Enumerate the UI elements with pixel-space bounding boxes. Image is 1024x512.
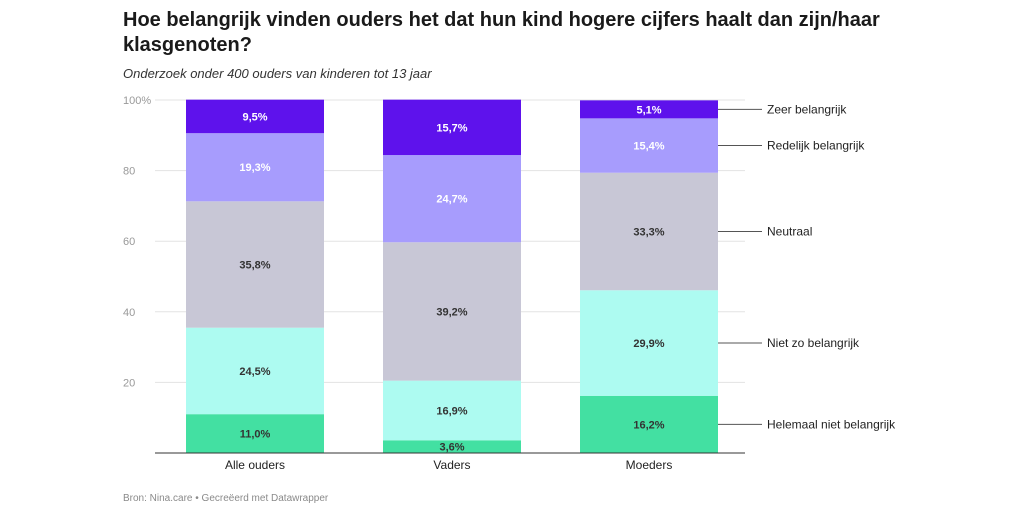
bar-segment	[383, 99, 521, 156]
data-label: 35,8%	[239, 259, 270, 271]
data-label: 3,6%	[439, 442, 464, 454]
data-label: 11,0%	[240, 429, 271, 441]
bar-segment	[580, 118, 718, 173]
data-label: 29,9%	[633, 338, 664, 350]
bar-segment	[580, 290, 718, 396]
data-label: 16,2%	[633, 419, 664, 431]
data-label: 24,7%	[436, 194, 467, 206]
legend-label: Neutraal	[767, 224, 812, 238]
chart-subtitle: Onderzoek onder 400 ouders van kinderen …	[123, 66, 432, 81]
y-tick-label: 100%	[123, 95, 151, 107]
data-label: 16,9%	[436, 405, 467, 417]
bar-segment	[383, 440, 521, 453]
data-label: 15,7%	[436, 122, 467, 134]
bar-segment	[186, 201, 324, 328]
x-tick-label: Alle ouders	[225, 458, 285, 472]
bar-segment	[186, 99, 324, 134]
bar-segment	[580, 100, 718, 119]
y-tick-label: 80	[123, 166, 135, 178]
legend-label: Niet zo belangrijk	[767, 336, 860, 350]
y-tick-label: 40	[123, 307, 135, 319]
data-label: 5,1%	[636, 104, 661, 116]
x-tick-label: Vaders	[433, 458, 470, 472]
bar-segment	[186, 414, 324, 453]
source-note: Bron: Nina.care • Gecreëerd met Datawrap…	[123, 493, 329, 504]
data-label: 39,2%	[436, 306, 467, 318]
y-tick-label: 20	[123, 377, 135, 389]
chart-title: Hoe belangrijk vinden ouders het dat hun…	[123, 9, 880, 56]
x-tick-label: Moeders	[626, 458, 673, 472]
y-tick-label: 60	[123, 236, 135, 248]
legend-label: Zeer belangrijk	[767, 102, 847, 116]
bar-segment	[383, 155, 521, 243]
data-label: 24,5%	[239, 366, 270, 378]
bar-segment	[186, 327, 324, 415]
legend-label: Helemaal niet belangrijk	[767, 417, 896, 431]
data-label: 19,3%	[239, 162, 270, 174]
bar-segment	[580, 172, 718, 291]
bar-segment	[383, 380, 521, 441]
bar-segment	[580, 395, 718, 453]
bar-segment	[383, 242, 521, 381]
data-label: 33,3%	[633, 226, 664, 238]
legend-label: Redelijk belangrijk	[767, 139, 865, 153]
bar-segment	[186, 133, 324, 202]
data-label: 9,5%	[242, 111, 267, 123]
data-label: 15,4%	[633, 141, 664, 153]
